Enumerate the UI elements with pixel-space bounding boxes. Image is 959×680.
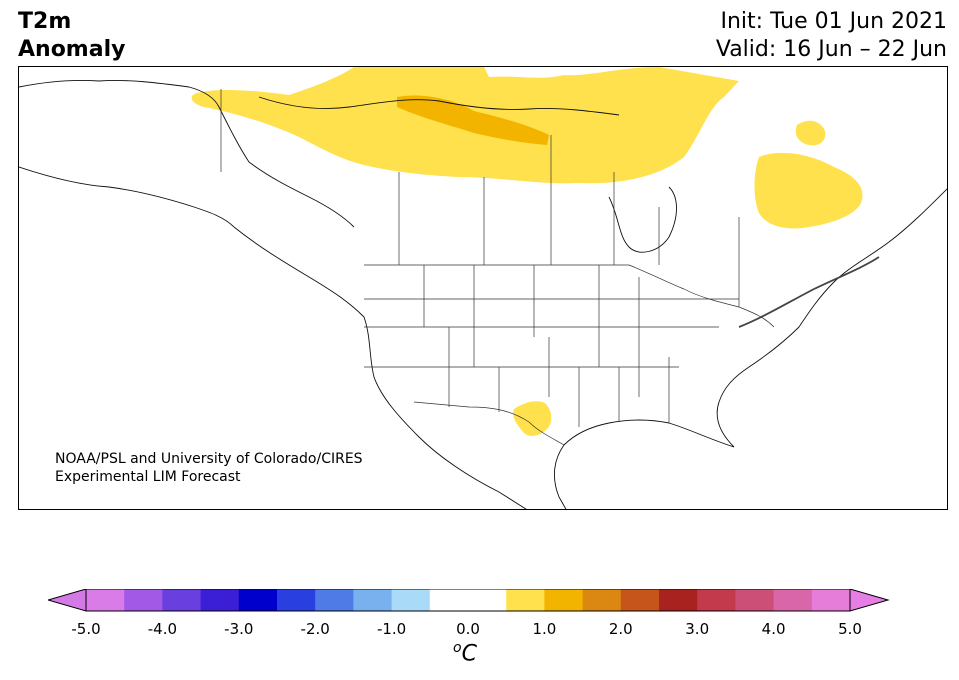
colorbar-bin: [468, 589, 507, 611]
nunavut-warm-core: [397, 95, 549, 145]
pacific-coast: [233, 226, 527, 509]
colorbar-bin: [124, 589, 163, 611]
colorbar-bin: [315, 589, 354, 611]
atlantic-coast: [716, 188, 947, 448]
gulf-coast: [553, 419, 735, 509]
colorbar-bin: [659, 589, 698, 611]
colorbar-bin: [697, 589, 736, 611]
init-date: Init: Tue 01 Jun 2021: [720, 9, 948, 34]
colorbar-bin: [200, 589, 240, 611]
province-borders: [398, 135, 740, 307]
map-canvas: [19, 67, 947, 509]
alaska-coast: [19, 80, 355, 228]
map-title: T2m Anomaly: [18, 8, 125, 64]
unit-degree: o: [453, 640, 462, 656]
colorbar-bin: [277, 589, 316, 611]
colorbar-tick-labels: -5.0 -4.0 -3.0 -2.0 -1.0 0.0 1.0 2.0 3.0 4.0 5.0: [0, 620, 959, 640]
texas-warm: [513, 401, 552, 436]
colorbar-bin: [506, 589, 545, 611]
colorbar-bins: [86, 589, 851, 611]
st-lawrence: [738, 256, 880, 328]
colorbar-bin: [238, 589, 278, 611]
colorbar-tick-label: 5.0: [838, 620, 862, 638]
colorbar-bin: [773, 589, 813, 611]
colorbar-tick-label: 0.0: [456, 620, 480, 638]
colorbar-unit: oC: [453, 640, 477, 666]
credit-line-2: Experimental LIM Forecast: [55, 469, 241, 485]
colorbar-tick-label: -2.0: [300, 620, 330, 638]
state-borders-north: [364, 265, 739, 397]
anomaly-map: [18, 66, 948, 510]
colorbar-tick-label: -3.0: [224, 620, 254, 638]
us-canada-border: [364, 264, 775, 328]
colorbar-bin: [353, 589, 393, 611]
forecast-dates: Init: Tue 01 Jun 2021 Valid: 16 Jun – 22…: [716, 8, 947, 64]
political-borders: [220, 89, 775, 446]
coastlines: [19, 80, 947, 509]
colorbar-tick-label: -5.0: [71, 620, 101, 638]
colorbar-tick-label: 3.0: [685, 620, 710, 638]
colorbar-tick-label: 1.0: [532, 620, 557, 638]
colorbar-bin: [429, 589, 469, 611]
colorbar-under-arrow: [48, 589, 87, 612]
baffin-warm: [795, 120, 826, 146]
colorbar-tick-label: 4.0: [761, 620, 786, 638]
colorbar-bin: [86, 589, 125, 611]
colorbar-outline: [85, 589, 851, 612]
colorbar-tick-label: 2.0: [608, 620, 633, 638]
hudson-bay: [608, 186, 677, 253]
colorbar-bin: [735, 589, 775, 611]
colorbar-bin: [544, 589, 584, 611]
data-credit: NOAA/PSL and University of Colorado/CIRE…: [55, 450, 363, 486]
alaska-south-coast: [19, 166, 235, 228]
colorbar-tick-label: -1.0: [376, 620, 407, 638]
colorbar-bin: [582, 589, 622, 611]
colorbar-bin: [620, 589, 660, 611]
credit-line-1: NOAA/PSL and University of Colorado/CIRE…: [55, 451, 363, 467]
quebec-warm: [754, 152, 863, 229]
state-borders-south: [364, 326, 719, 427]
colorbar-bin: [391, 589, 431, 611]
valid-range: Valid: 16 Jun – 22 Jun: [715, 37, 947, 62]
colorbar-bin: [811, 589, 851, 611]
title-line-1: T2m: [18, 9, 72, 34]
colorbar-tick-label: -4.0: [147, 620, 178, 638]
colorbar-over-arrow: [849, 589, 890, 612]
title-line-2: Anomaly: [18, 37, 126, 62]
arctic-coast: [258, 96, 620, 116]
colorbar-bin: [162, 589, 202, 611]
unit-letter: C: [461, 641, 477, 667]
us-mexico-border: [413, 401, 565, 446]
colorbar: [48, 589, 890, 612]
